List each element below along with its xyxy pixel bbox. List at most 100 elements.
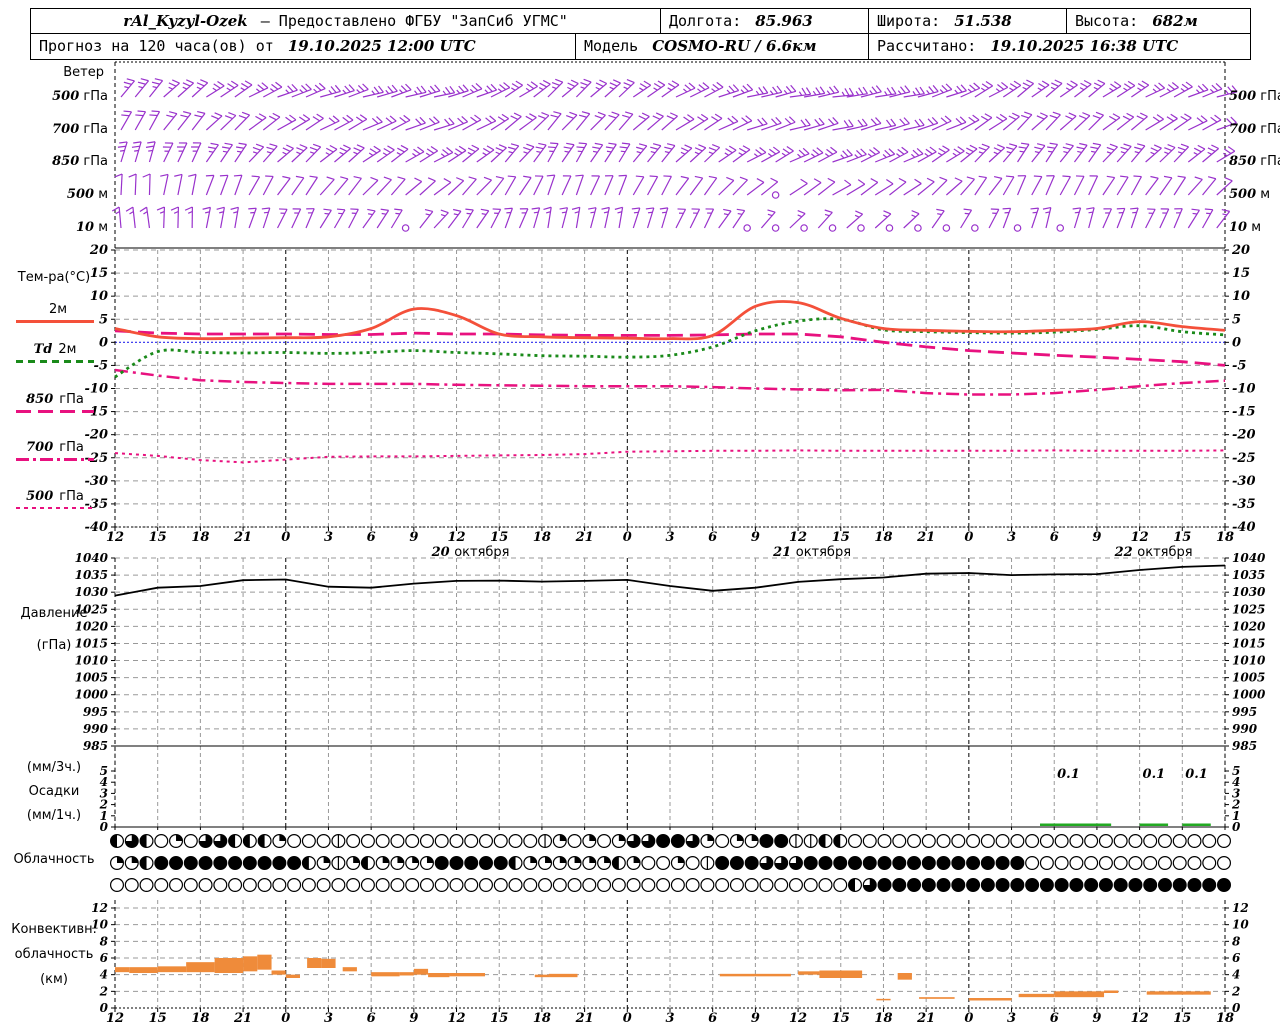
svg-text:-10: -10: [1232, 382, 1256, 397]
model-cell: Модель COSMO-RU / 6.6км: [576, 34, 869, 59]
svg-text:0: 0: [281, 530, 290, 545]
latitude-label: Широта:: [877, 12, 941, 30]
svg-text:0: 0: [1232, 335, 1241, 350]
svg-text:1020: 1020: [1232, 619, 1266, 633]
svg-text:18: 18: [874, 1011, 892, 1024]
svg-text:0: 0: [623, 1011, 632, 1024]
svg-text:18: 18: [533, 1011, 551, 1024]
svg-text:5: 5: [100, 764, 108, 778]
svg-text:9: 9: [1092, 530, 1101, 545]
wind-level-850hpa-label-right: 850 гПа: [1229, 154, 1280, 169]
svg-text:10: 10: [91, 918, 108, 932]
svg-text:15: 15: [832, 530, 850, 545]
legend-t500: 500 гПа: [0, 489, 110, 509]
svg-text:21 октября: 21 октября: [772, 545, 851, 560]
legend-t700: 700 гПа: [0, 440, 110, 461]
svg-text:9: 9: [409, 1011, 418, 1024]
convective-unit-label: (км): [40, 972, 68, 987]
svg-text:0: 0: [964, 1011, 973, 1024]
svg-text:1025: 1025: [75, 602, 108, 616]
svg-text:-20: -20: [85, 428, 109, 443]
svg-text:6: 6: [367, 1011, 376, 1024]
svg-text:-25: -25: [85, 451, 109, 466]
pressure-unit-label: (гПа): [36, 638, 72, 653]
svg-text:3: 3: [1232, 786, 1240, 800]
svg-text:-15: -15: [85, 405, 109, 420]
legend-t2m: 2м: [0, 302, 110, 323]
svg-text:1000: 1000: [75, 688, 109, 702]
svg-text:21: 21: [575, 1011, 594, 1024]
svg-text:0: 0: [1232, 820, 1241, 834]
svg-text:5: 5: [1232, 764, 1240, 778]
svg-text:6: 6: [708, 1011, 717, 1024]
svg-text:6: 6: [708, 530, 717, 545]
svg-text:21: 21: [233, 530, 252, 545]
svg-text:18: 18: [1216, 530, 1234, 545]
precip-1h-unit-label: (мм/1ч.): [26, 808, 82, 823]
svg-text:6: 6: [367, 530, 376, 545]
legend-t500-line: [16, 507, 94, 509]
svg-text:1: 1: [1232, 809, 1240, 823]
svg-text:-20: -20: [1232, 428, 1256, 443]
svg-text:0: 0: [99, 335, 108, 350]
svg-text:0: 0: [964, 530, 973, 545]
svg-text:10: 10: [1232, 289, 1250, 304]
wind-level-850hpa-label: 850 гПа: [52, 154, 108, 169]
svg-text:15: 15: [1173, 1011, 1191, 1024]
svg-text:21: 21: [575, 530, 594, 545]
legend-t2m-line: [16, 320, 94, 323]
svg-text:15: 15: [1232, 266, 1250, 281]
svg-text:9: 9: [751, 1011, 760, 1024]
svg-text:2: 2: [1231, 984, 1240, 998]
longitude-label: Долгота:: [669, 12, 742, 30]
latitude-value: 51.538: [954, 12, 1012, 30]
svg-text:995: 995: [83, 705, 108, 719]
svg-text:1015: 1015: [75, 636, 108, 650]
model-label: Модель: [584, 37, 639, 55]
svg-text:0: 0: [281, 1011, 290, 1024]
temperature-section-title: Тем-ра(°C): [17, 270, 91, 285]
svg-text:1030: 1030: [1232, 585, 1266, 599]
svg-text:0: 0: [100, 1001, 109, 1015]
svg-text:12: 12: [447, 530, 465, 545]
svg-text:8: 8: [100, 934, 109, 948]
wind-barbs-panel: [111, 78, 1238, 232]
svg-text:1015: 1015: [1232, 636, 1265, 650]
altitude-value: 682м: [1152, 12, 1198, 30]
longitude-value: 85.963: [755, 12, 813, 30]
svg-text:-35: -35: [1232, 497, 1256, 512]
svg-text:20: 20: [89, 243, 108, 258]
svg-text:12: 12: [1232, 901, 1249, 915]
convective-label-1: Конвективн.: [11, 922, 97, 937]
svg-text:0: 0: [1232, 1001, 1241, 1015]
model-value: COSMO-RU / 6.6км: [652, 37, 817, 55]
svg-text:1040: 1040: [75, 551, 109, 565]
svg-text:2: 2: [99, 984, 108, 998]
svg-text:3: 3: [324, 530, 333, 545]
svg-text:9: 9: [409, 530, 418, 545]
wind-level-700hpa-label-right: 700 гПа: [1229, 122, 1280, 137]
header-bar: rAl_Kyzyl-Ozek — Предоставлено ФГБУ "Зап…: [30, 8, 1251, 60]
svg-text:8: 8: [1232, 934, 1241, 948]
svg-text:3: 3: [665, 1011, 674, 1024]
wind-level-500m-label: 500 м: [66, 187, 108, 202]
svg-text:10: 10: [90, 289, 108, 304]
legend-t850: 850 гПа: [0, 392, 110, 413]
svg-text:10: 10: [1232, 918, 1249, 932]
axes: [114, 61, 1226, 1012]
latitude-cell: Широта: 51.538: [869, 9, 1067, 33]
wind-level-500m-label-right: 500 м: [1229, 187, 1271, 202]
svg-text:20: 20: [1231, 243, 1250, 258]
svg-text:-25: -25: [1232, 451, 1256, 466]
svg-text:6: 6: [1050, 1011, 1059, 1024]
svg-text:0.1: 0.1: [1185, 767, 1208, 782]
precip-3h-unit-label: (мм/3ч.): [26, 760, 82, 775]
svg-text:12: 12: [447, 1011, 465, 1024]
svg-text:985: 985: [83, 739, 108, 753]
wind-level-500hpa-label-right: 500 гПа: [1229, 89, 1280, 104]
svg-text:0: 0: [623, 530, 632, 545]
svg-text:12: 12: [1131, 1011, 1149, 1024]
calculated-label: Рассчитано:: [877, 37, 977, 55]
svg-text:4: 4: [100, 775, 108, 789]
